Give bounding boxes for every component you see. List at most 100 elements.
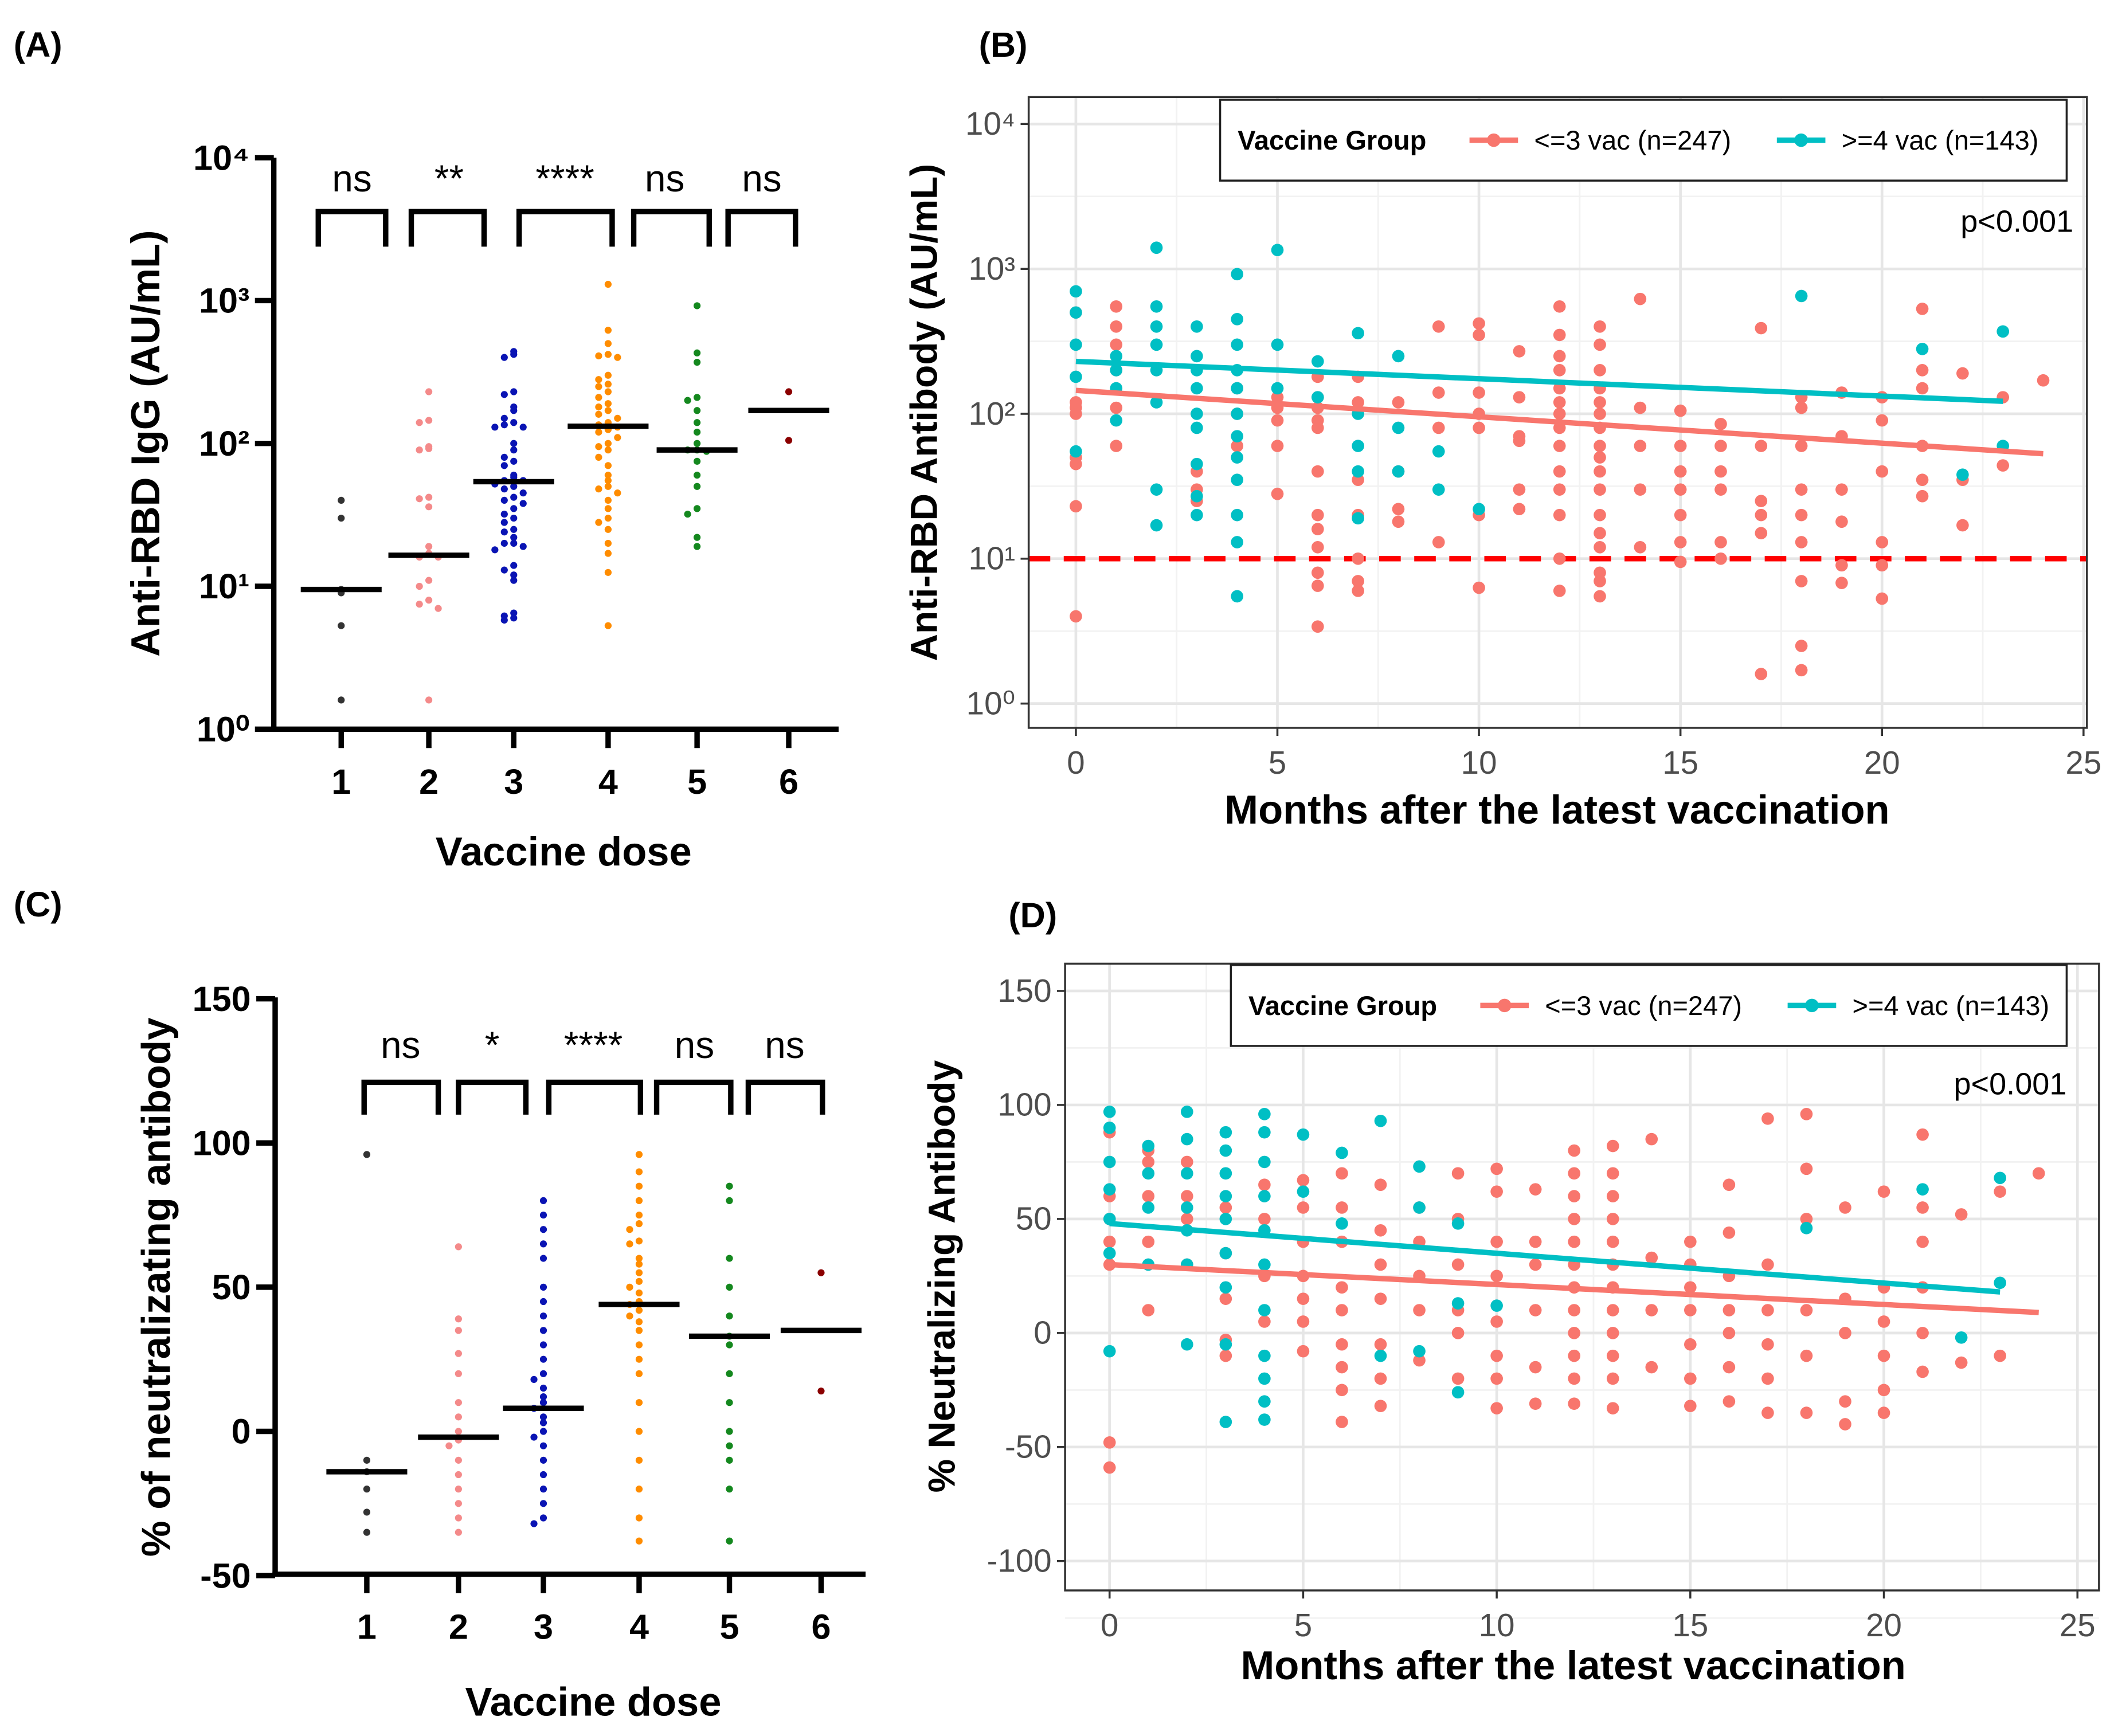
data-point (539, 1419, 547, 1427)
data-point (1297, 1128, 1310, 1141)
x-tick-label: 20 (1864, 744, 1900, 781)
legend: Vaccine Group <=3 vac (n=247) >=4 vac (n=1… (1219, 99, 2068, 182)
data-point (500, 414, 508, 422)
legend-box (1230, 964, 2068, 1047)
data-point (1180, 1155, 1193, 1169)
data-point (1103, 1461, 1116, 1474)
data-point (1336, 1338, 1348, 1351)
data-point (604, 483, 612, 490)
data-point (500, 528, 508, 536)
data-point (635, 1355, 643, 1363)
data-point (1374, 1114, 1387, 1127)
y-tick-label: 150 (193, 979, 251, 1018)
data-point (500, 519, 508, 526)
data-point (1231, 268, 1244, 281)
data-point (539, 1486, 547, 1493)
data-point (1219, 1201, 1232, 1214)
data-point (1795, 508, 1808, 522)
data-point (1336, 1281, 1348, 1294)
data-point (1336, 1416, 1348, 1428)
data-point (626, 1240, 633, 1248)
data-point (510, 388, 518, 395)
data-point (1553, 350, 1566, 363)
data-point (693, 394, 701, 401)
data-point (455, 1370, 462, 1377)
data-point (1755, 668, 1768, 680)
data-point (1684, 1372, 1697, 1385)
data-point (1800, 1349, 1813, 1362)
data-point (539, 1197, 547, 1205)
data-point (530, 1433, 538, 1441)
y-axis-title-a: Anti-RBD IgG (AU/mL) (123, 230, 168, 657)
data-point (530, 1520, 538, 1527)
x-tick-label: 5 (1294, 1607, 1312, 1643)
data-point (500, 421, 508, 429)
data-point (1916, 1235, 1929, 1248)
data-point (1876, 559, 1889, 572)
data-point (1877, 1349, 1890, 1362)
data-point (1219, 1338, 1232, 1351)
data-point (1312, 355, 1324, 368)
data-point (1634, 540, 1647, 554)
data-point (1594, 451, 1606, 464)
data-point (595, 403, 602, 411)
panel-d: (D) % Neutralizing Antibody Months after… (920, 896, 2100, 1688)
data-point (604, 446, 612, 454)
data-point (595, 352, 602, 360)
y-axis-title-d: % Neutralizing Antibody (920, 1060, 962, 1492)
data-point (455, 1529, 462, 1536)
data-point (510, 562, 518, 569)
data-point (1110, 364, 1123, 377)
data-point (1219, 1126, 1232, 1139)
data-point (1916, 473, 1929, 487)
data-point (626, 1312, 633, 1320)
data-point (539, 1428, 547, 1435)
data-point (1996, 459, 2010, 472)
data-point (1553, 396, 1566, 409)
data-point (1352, 465, 1364, 478)
data-point (425, 597, 433, 604)
data-point (455, 1243, 462, 1251)
data-point (1876, 592, 1889, 605)
legend-label: >=4 vac (n=143) (1842, 125, 2039, 155)
data-point (1413, 1304, 1426, 1316)
data-point (595, 383, 602, 390)
data-point (635, 1370, 643, 1377)
data-point (1553, 465, 1566, 478)
data-point (1755, 440, 1768, 452)
trend-line (1075, 358, 2003, 404)
data-point (1312, 523, 1324, 535)
data-point (338, 622, 345, 629)
data-point (1219, 1213, 1232, 1225)
data-point (1451, 1372, 1465, 1385)
data-point (539, 1327, 547, 1334)
data-point (1110, 440, 1123, 452)
data-point (595, 453, 602, 461)
data-point (1374, 1224, 1387, 1237)
data-point (1714, 483, 1727, 496)
p-value-annotation: p<0.001 (1954, 1067, 2066, 1102)
data-point (1490, 1315, 1503, 1328)
x-tick-label: 10 (1461, 744, 1497, 781)
significance-label: ns (765, 1024, 805, 1066)
data-point (1684, 1304, 1697, 1316)
data-point (1553, 585, 1566, 597)
data-point (1336, 1146, 1348, 1159)
data-point (1916, 1201, 1929, 1214)
data-point (1916, 382, 1929, 395)
data-point (539, 1456, 547, 1464)
data-point (1684, 1281, 1697, 1294)
data-point (1352, 512, 1364, 525)
data-point (500, 462, 508, 469)
data-point (510, 351, 518, 358)
data-point (1219, 1144, 1232, 1157)
data-point (1529, 1258, 1542, 1271)
data-point (635, 1486, 643, 1493)
data-point (1956, 468, 1969, 481)
data-point (1994, 1171, 2006, 1185)
data-point (604, 327, 612, 334)
data-point (693, 457, 701, 465)
data-point (1297, 1345, 1310, 1358)
data-point (1258, 1108, 1271, 1120)
